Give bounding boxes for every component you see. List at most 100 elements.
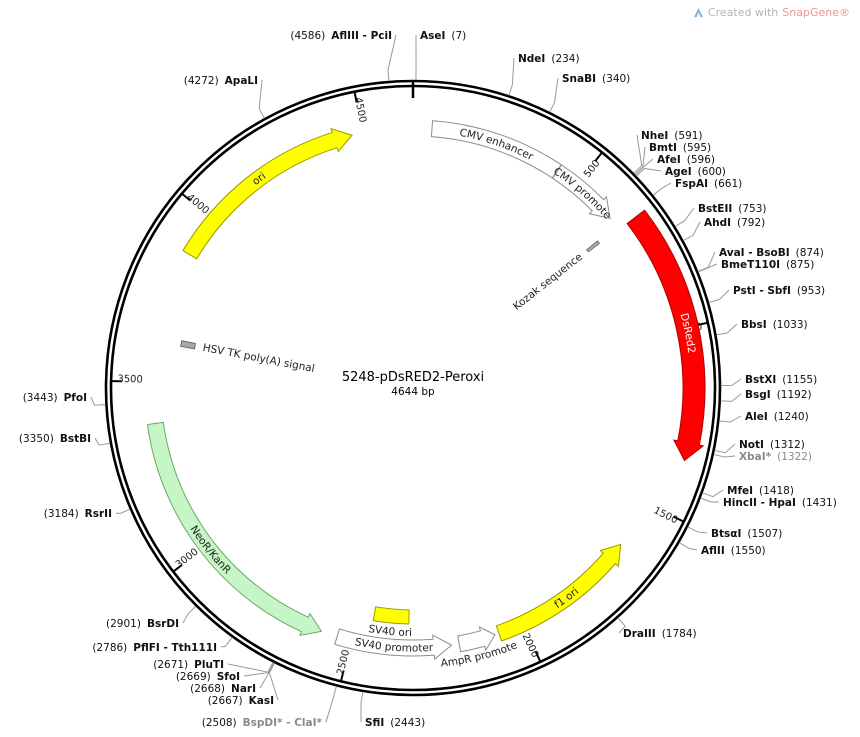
site-bts-i[interactable]: BtsαI (1507) — [687, 526, 782, 540]
site-sfoi[interactable]: (2669) SfoI — [176, 662, 275, 683]
site-xbai[interactable]: XbaI* (1322) — [713, 451, 812, 463]
site-label: FspAI (661) — [675, 178, 742, 190]
site-leader-line — [258, 79, 265, 119]
site-label: (3443) PfoI — [23, 392, 87, 404]
site-pflfi-tth111i[interactable]: (2786) PflFI - Tth111I — [92, 636, 233, 654]
feature-kozak-sequence[interactable]: Kozak sequence — [511, 240, 601, 313]
site-pfoi[interactable]: (3443) PfoI — [23, 392, 106, 406]
feature-f1-ori[interactable]: f1 ori — [495, 543, 622, 642]
tick-3000 — [173, 564, 183, 572]
site-leader-line — [636, 167, 662, 177]
site-bstxi[interactable]: BstXI (1155) — [720, 374, 817, 386]
feature-neor-kanr[interactable]: NeoR/KanR — [146, 421, 323, 637]
site-psti-sbfi[interactable]: PstI - SbfI (953) — [708, 285, 825, 303]
site-leader-line — [617, 617, 626, 634]
feature-ori[interactable]: ori — [182, 127, 353, 260]
site-leader-line — [679, 542, 698, 551]
feature-sv40-promoter[interactable]: SV40 promoter — [334, 628, 453, 661]
site-label: (3184) RsrII — [44, 508, 112, 520]
feature-dsred2-shape — [626, 209, 706, 462]
site-ndei[interactable]: NdeI (234) — [508, 53, 580, 96]
site-label: BtsαI (1507) — [711, 528, 782, 540]
feature-sv40-ori[interactable]: SV40 ori — [367, 606, 412, 639]
site-afei[interactable]: AfeI (596) — [634, 154, 715, 176]
site-pluti[interactable]: (2671) PluTI — [153, 659, 274, 673]
site-leader-line — [713, 454, 736, 458]
feature-dsred2[interactable]: DsRed2 — [626, 209, 706, 462]
site-label: SfiI (2443) — [365, 717, 425, 729]
site-bsrdi[interactable]: (2901) BsrDI — [106, 605, 197, 630]
site-leader-line — [683, 221, 701, 241]
restriction-sites: AseI (7) (4586) AflIII - PciI NdeI (234) SnaBI… — [19, 30, 837, 729]
site-label: AhdI (792) — [704, 217, 765, 229]
watermark-prefix: Created with — [707, 6, 779, 19]
site-label: MfeI (1418) — [727, 485, 794, 497]
tick-label-2500: 2500 — [335, 649, 352, 676]
site-leader-line — [720, 378, 742, 386]
site-agei[interactable]: AgeI (600) — [636, 166, 726, 178]
site-leader-line — [360, 691, 364, 723]
site-label: (2508) BspDI* - ClaI* — [202, 717, 323, 729]
site-label: (2669) SfoI — [176, 671, 240, 683]
site-aflii[interactable]: AflII (1550) — [679, 542, 766, 557]
site-leader-line — [325, 686, 337, 723]
site-leader-line — [549, 77, 559, 113]
site-leader-line — [719, 415, 742, 423]
snapgene-logo-icon — [693, 7, 703, 18]
site-bbsi[interactable]: BbsI (1033) — [716, 319, 808, 336]
site-draiii[interactable]: DraIII (1784) — [617, 617, 697, 640]
site-leader-line — [714, 443, 736, 454]
site-bmet110i[interactable]: BmeT110I (875) — [698, 259, 814, 273]
feature-hsv-tk-polya-shape — [180, 340, 197, 350]
tick-2500 — [340, 670, 345, 681]
site-leader-line — [94, 437, 111, 446]
site-label: AflII (1550) — [701, 545, 766, 557]
site-fspai[interactable]: FspAI (661) — [652, 178, 742, 196]
site-label: (2901) BsrDI — [106, 618, 179, 630]
site-label: HincII - HpaI (1431) — [723, 497, 837, 509]
tick-label-1500: 1500 — [652, 505, 680, 526]
site-leader-line — [700, 497, 720, 503]
site-leader-line — [243, 662, 275, 677]
site-afliii-pcii[interactable]: (4586) AflIII - PciI — [290, 30, 397, 81]
site-avai-bsobi[interactable]: AvaI - BsoBI (874) — [697, 247, 824, 272]
site-hincii-hpai[interactable]: HincII - HpaI (1431) — [700, 497, 837, 509]
site-apali[interactable]: (4272) ApaLI — [184, 75, 265, 119]
site-leader-line — [115, 508, 131, 515]
site-mfei[interactable]: MfeI (1418) — [702, 485, 794, 498]
site-bsgi[interactable]: BsgI (1192) — [720, 389, 812, 402]
feature-kozak-sequence-shape — [585, 240, 601, 253]
site-bspdi-clai[interactable]: (2508) BspDI* - ClaI* — [202, 686, 337, 729]
site-ahdi[interactable]: AhdI (792) — [683, 217, 765, 241]
site-leader-line — [220, 636, 233, 648]
site-alei[interactable]: AleI (1240) — [719, 411, 809, 423]
site-label: NheI (591) — [641, 130, 703, 142]
site-label: AseI (7) — [420, 30, 466, 42]
site-label: PstI - SbfI (953) — [733, 285, 825, 297]
site-sfii[interactable]: SfiI (2443) — [360, 691, 425, 729]
site-rsrii[interactable]: (3184) RsrII — [44, 508, 131, 520]
site-leader-line — [227, 662, 274, 673]
feature-hsv-tk-polya[interactable]: HSV TK poly(A) signal — [180, 340, 316, 375]
site-leader-line — [698, 263, 718, 273]
site-nhei[interactable]: NheI (591) — [633, 130, 703, 174]
feature-ampr-promoter-shape — [457, 626, 496, 653]
site-label: AvaI - BsoBI (874) — [719, 247, 824, 259]
site-label: (2671) PluTI — [153, 659, 224, 671]
site-leader-line — [508, 57, 515, 96]
tick-label-3500: 3500 — [117, 374, 143, 386]
site-noti[interactable]: NotI (1312) — [714, 439, 805, 454]
site-leader-line — [634, 158, 654, 176]
site-label: BstXI (1155) — [745, 374, 817, 386]
site-bsteii[interactable]: BstEII (753) — [674, 203, 767, 227]
feature-cmv-promoter-shape — [551, 164, 611, 220]
site-leader-line — [716, 323, 738, 336]
site-snabi[interactable]: SnaBI (340) — [549, 73, 631, 113]
feature-neor-kanr-shape — [146, 421, 323, 637]
site-label: BbsI (1033) — [741, 319, 808, 331]
feature-ampr-promoter[interactable]: AmpR promoter — [0, 0, 519, 670]
site-bstbi[interactable]: (3350) BstBI — [19, 433, 111, 446]
feature-cmv-enhancer[interactable]: CMV enhancer — [430, 120, 562, 179]
site-asei[interactable]: AseI (7) — [415, 30, 466, 81]
